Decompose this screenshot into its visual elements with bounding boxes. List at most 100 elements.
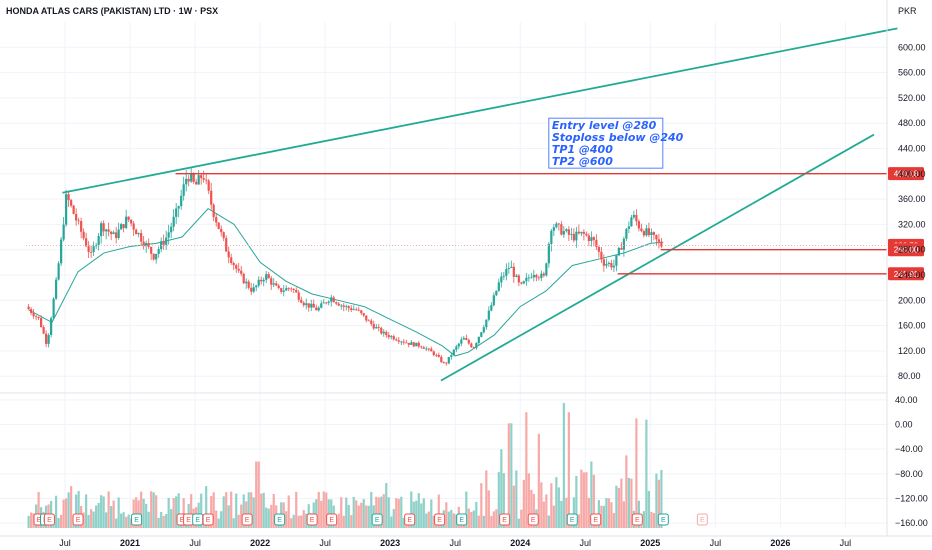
- volume-bar: [392, 508, 395, 528]
- time-axis-tick: Jul: [580, 538, 592, 548]
- earnings-badge-label: E: [37, 517, 42, 524]
- candle-body: [300, 299, 303, 303]
- earnings-badge[interactable]: [202, 513, 214, 526]
- candle-body: [245, 281, 248, 284]
- volume-bar: [87, 514, 90, 528]
- volume-bar: [582, 472, 585, 528]
- volume-bar: [427, 511, 430, 528]
- volume-axis-tick: 0.00: [895, 420, 913, 430]
- trendline[interactable]: [440, 133, 875, 382]
- trendline[interactable]: [62, 27, 898, 194]
- earnings-badge[interactable]: [306, 513, 318, 526]
- candle-body: [212, 204, 215, 218]
- earnings-badge[interactable]: [274, 513, 286, 526]
- candle-body: [382, 331, 385, 334]
- volume-bar: [585, 472, 588, 528]
- volume-bar: [177, 493, 180, 528]
- price-axis-tick: 160.00: [898, 321, 926, 331]
- volume-bar: [610, 502, 613, 528]
- earnings-badge[interactable]: [43, 513, 55, 526]
- volume-axis-tick: 40.00: [895, 395, 918, 405]
- volume-bar: [532, 494, 535, 528]
- volume-bar: [362, 499, 365, 528]
- candle-body: [370, 320, 373, 324]
- volume-bar: [545, 494, 548, 528]
- earnings-badge[interactable]: [371, 513, 383, 526]
- volume-bar: [247, 492, 250, 528]
- earnings-badge[interactable]: [72, 513, 84, 526]
- candle-body: [535, 274, 538, 278]
- candle-body: [237, 268, 240, 271]
- candle-body: [505, 269, 508, 276]
- volume-bar: [425, 513, 428, 528]
- candle-body: [497, 282, 500, 291]
- level-price-badge: [888, 267, 924, 281]
- volume-bar: [602, 505, 605, 528]
- volume-bar: [420, 503, 423, 528]
- time-axis-tick: Jul: [449, 538, 461, 548]
- candle-body: [135, 229, 138, 235]
- volume-bar: [617, 487, 620, 528]
- annotation-box[interactable]: [548, 117, 664, 169]
- volume-bar: [270, 504, 273, 528]
- candle-body: [330, 297, 333, 302]
- volume-bar: [650, 511, 653, 528]
- earnings-badge[interactable]: [631, 513, 643, 526]
- price-axis-tick: 520.00: [898, 93, 926, 103]
- price-axis-tick: 120.00: [898, 346, 926, 356]
- candle-body: [540, 273, 543, 279]
- earnings-badge[interactable]: [131, 513, 143, 526]
- earnings-badge[interactable]: [326, 513, 338, 526]
- earnings-badge[interactable]: [590, 513, 602, 526]
- candle-body: [247, 281, 250, 288]
- earnings-badge[interactable]: [241, 513, 253, 526]
- volume-bar: [510, 423, 513, 528]
- volume-bar: [150, 491, 153, 528]
- volume-bar: [625, 455, 628, 528]
- candle-body: [340, 305, 343, 307]
- price-axis-tick: 600.00: [898, 42, 926, 52]
- volume-bar: [630, 478, 633, 528]
- volume-bar: [357, 505, 360, 528]
- volume-bar: [342, 515, 345, 528]
- candle-body: [332, 297, 335, 303]
- time-axis-tick: Jul: [840, 538, 852, 548]
- candle-body: [217, 222, 220, 229]
- annotation-line: Stoploss below @240: [552, 131, 684, 144]
- volume-bar: [232, 518, 235, 528]
- volume-bar: [272, 494, 275, 528]
- candle-body: [180, 195, 183, 207]
- candle-body: [215, 217, 218, 223]
- volume-bar: [90, 509, 93, 528]
- candle-body: [565, 229, 568, 232]
- earnings-badge[interactable]: [434, 513, 446, 526]
- earnings-badge[interactable]: [657, 513, 669, 526]
- candle-body: [490, 305, 493, 311]
- earnings-badge[interactable]: [527, 513, 539, 526]
- volume-bar: [302, 510, 305, 528]
- candle-body: [92, 246, 95, 253]
- candle-body: [400, 341, 403, 343]
- candle-body: [502, 275, 505, 277]
- volume-bar: [147, 511, 150, 528]
- earnings-badge[interactable]: [456, 513, 468, 526]
- earnings-badge[interactable]: [566, 513, 578, 526]
- earnings-badge[interactable]: [696, 513, 708, 526]
- candle-body: [402, 341, 405, 343]
- volume-bar: [497, 472, 500, 528]
- candle-body: [70, 200, 73, 206]
- volume-bar: [590, 461, 593, 528]
- volume-bar: [552, 505, 555, 528]
- volume-bar: [92, 511, 95, 528]
- volume-bar: [117, 497, 120, 528]
- candle-body: [185, 178, 188, 185]
- volume-bar: [265, 507, 268, 528]
- candle-body: [30, 309, 33, 313]
- price-axis-tick: 400.00: [898, 169, 926, 179]
- candle-body: [172, 216, 175, 227]
- volume-bar: [65, 498, 68, 528]
- earnings-badge-label: E: [459, 517, 464, 524]
- earnings-badge[interactable]: [499, 513, 511, 526]
- earnings-badge[interactable]: [404, 513, 416, 526]
